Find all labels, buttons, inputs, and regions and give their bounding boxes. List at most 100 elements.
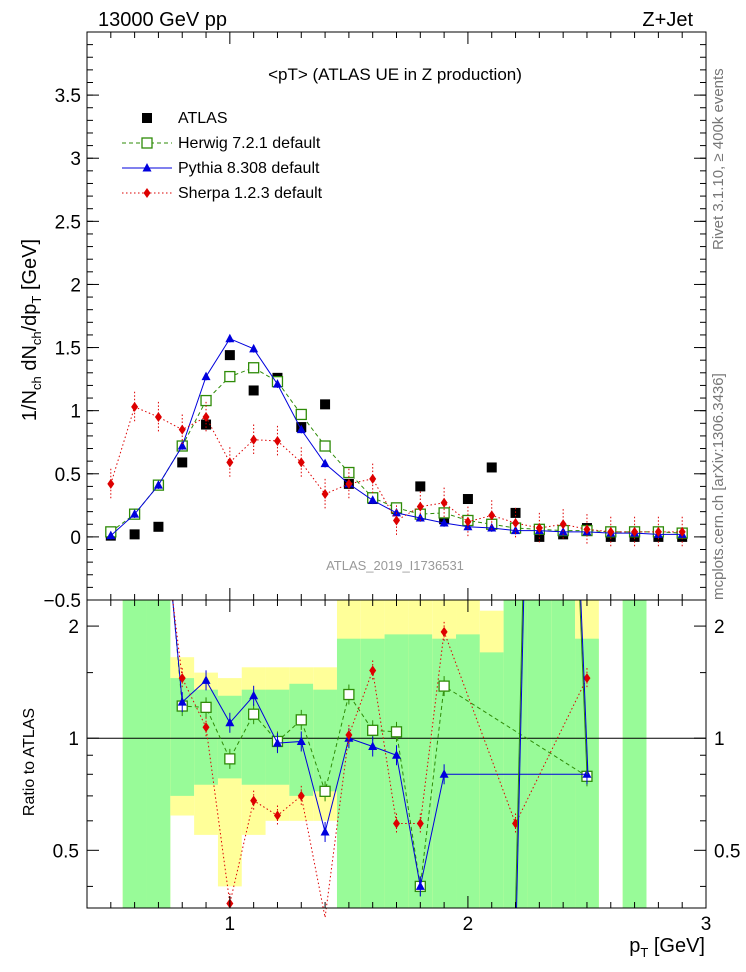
uncertainty-band-green <box>241 689 266 785</box>
pythia-point <box>439 518 449 527</box>
y-tick-label: 1 <box>70 402 81 423</box>
uncertainty-band-green <box>527 600 552 908</box>
x-tick-label: 2 <box>463 914 474 935</box>
sherpa-ratio-line <box>172 599 588 918</box>
url-info: mcplots.cern.ch [arXiv:1306.3436] <box>710 373 727 600</box>
uncertainty-band-green <box>313 689 337 792</box>
sherpa-ratio-point <box>416 818 424 829</box>
sherpa-ratio-point <box>297 790 305 801</box>
atlas-point <box>248 385 259 396</box>
uncertainty-band-green <box>551 600 576 908</box>
legend-marker-pythia <box>142 163 152 172</box>
sherpa-point <box>369 473 377 484</box>
sherpa-point <box>488 510 496 521</box>
ratio-plot-data <box>87 599 706 918</box>
sherpa-point <box>440 497 448 508</box>
atlas-point <box>320 399 331 410</box>
pythia-point <box>320 458 330 468</box>
ratio-y-tick-label: 0.5 <box>53 841 79 862</box>
atlas-point <box>224 350 235 361</box>
ratio-xlabel: pT [GeV] <box>629 935 705 960</box>
sherpa-point <box>393 515 400 526</box>
herwig-point <box>224 370 236 383</box>
herwig-ratio-point <box>200 701 212 714</box>
ratio-y-tick-label-right: 0.5 <box>714 841 740 862</box>
sherpa-point <box>416 501 424 512</box>
y-tick-label: 1.5 <box>55 339 81 360</box>
ratio-y-tick-label-right: 1 <box>714 729 725 750</box>
ratio-y-tick-label-right: 2 <box>714 617 725 638</box>
sherpa-ratio-point <box>250 795 258 806</box>
uncertainty-band-green <box>503 600 528 908</box>
ratio-excursion-line <box>515 599 524 909</box>
uncertainty-band-green <box>170 678 195 796</box>
sherpa-point <box>559 519 567 530</box>
sherpa-point <box>107 478 115 489</box>
pythia-ratio-point <box>296 736 306 745</box>
pythia-point <box>249 343 259 353</box>
atlas-point <box>129 529 140 540</box>
atlas-point <box>462 494 473 505</box>
y-tick-label: 3.5 <box>55 86 81 107</box>
pythia-ratio-line <box>172 599 587 887</box>
pythia-point <box>487 523 497 532</box>
atlas-point <box>486 462 497 473</box>
sherpa-point <box>321 488 329 499</box>
sherpa-ratio-point <box>345 729 353 740</box>
sherpa-point <box>464 516 472 527</box>
sherpa-ratio-point <box>393 818 400 829</box>
herwig-point <box>295 408 307 421</box>
pythia-ratio-point <box>415 881 425 890</box>
uncertainty-band-green <box>194 689 218 785</box>
herwig-point <box>319 440 331 452</box>
y-tick-label: 0.5 <box>55 465 81 486</box>
herwig-ratio-point <box>343 688 355 701</box>
herwig-ratio-line <box>172 599 588 887</box>
sherpa-point <box>607 526 615 537</box>
chart-title: <pT> (ATLAS UE in Z production) <box>268 65 522 84</box>
uncertainty-band-green <box>408 634 433 908</box>
herwig-ratio-point <box>295 714 307 726</box>
pythia-point <box>201 371 211 381</box>
sherpa-point <box>535 523 543 534</box>
sherpa-point <box>178 424 186 435</box>
sherpa-point <box>345 478 353 489</box>
uncertainty-band-green <box>622 600 647 908</box>
chart-watermark: ATLAS_2019_I1736531 <box>326 558 464 573</box>
y-tick-label: −0.5 <box>43 591 81 612</box>
herwig-ratio-point <box>224 753 236 765</box>
ratio-excursion-line <box>516 599 525 909</box>
uncertainty-band-green <box>456 634 480 908</box>
main-ylabel: 1/Nch dNch/dpT [GeV] <box>19 239 44 421</box>
herwig-ratio-point <box>248 708 260 720</box>
pythia-ratio-point <box>177 697 187 706</box>
x-tick-label: 3 <box>701 914 712 935</box>
uncertainty-band-green <box>146 600 171 908</box>
ratio-y-tick-label: 2 <box>68 617 79 638</box>
ratio-uncertainty-bands <box>122 600 647 908</box>
legend-label-pythia: Pythia 8.308 default <box>178 160 320 177</box>
atlas-point <box>534 531 545 542</box>
legend: ATLAS Herwig 7.2.1 default Pythia 8.308 de… <box>122 110 323 202</box>
pythia-point <box>106 530 116 540</box>
pythia-point <box>272 379 282 388</box>
pythia-ratio-point <box>392 750 401 759</box>
legend-marker-atlas <box>142 113 152 123</box>
atlas-point <box>177 457 188 468</box>
x-tick-label: 1 <box>225 914 236 935</box>
herwig-ratio-point <box>367 724 379 736</box>
ratio-ylabel: Ratio to ATLAS <box>21 708 38 816</box>
uncertainty-band-green <box>384 634 409 908</box>
sherpa-ratio-point <box>583 673 591 684</box>
pythia-point <box>392 507 401 517</box>
ratio-axes: 0.5 0.5 1 1 2 2 1 2 3 <box>53 599 740 935</box>
herwig-ratio-point <box>438 680 450 692</box>
ratio-excursion-line <box>579 599 588 775</box>
main-plot-data <box>105 333 688 547</box>
pythia-ratio-point <box>320 826 330 836</box>
pythia-ratio-point <box>201 675 211 684</box>
atlas-point <box>510 507 521 518</box>
legend-label-atlas: ATLAS <box>178 110 228 127</box>
atlas-point <box>153 521 164 532</box>
